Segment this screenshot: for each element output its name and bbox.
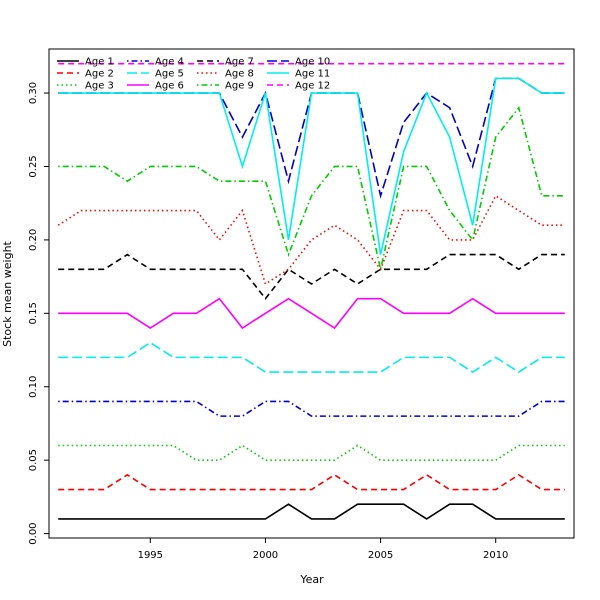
y-axis: 0.00 0.05 0.10 0.15 0.20 0.25 0.30	[28, 82, 49, 545]
series-line-age-2	[58, 473, 565, 491]
x-tick-label: 2000	[253, 550, 278, 561]
x-tick-label: 1995	[138, 550, 163, 561]
legend-entry-age-12: Age 12	[295, 81, 330, 92]
x-tick-label: 2010	[483, 550, 508, 561]
series-line-age-3	[58, 444, 565, 461]
y-tick-label: 0.30	[28, 82, 39, 104]
legend-entry-age-1: Age 1	[85, 57, 114, 68]
legend-entry-age-6: Age 6	[155, 81, 184, 92]
series-line-age-7	[58, 253, 565, 300]
legend-entry-age-5: Age 5	[155, 69, 184, 80]
series-line-age-1	[58, 503, 565, 520]
legend-entry-age-7: Age 7	[225, 57, 254, 68]
y-tick-label: 0.20	[28, 229, 39, 251]
series-layer	[57, 62, 565, 520]
legend-entry-age-3: Age 3	[85, 81, 114, 92]
series-line-age-4	[58, 400, 565, 417]
y-axis-label: Stock mean weight	[1, 240, 14, 346]
legend-entry-age-11: Age 11	[295, 69, 330, 80]
series-line-age-6	[58, 297, 565, 330]
series-line-age-11	[58, 77, 565, 255]
legend-entry-age-9: Age 9	[225, 81, 254, 92]
plot-frame	[48, 48, 575, 539]
y-tick-label: 0.00	[28, 522, 39, 544]
series-line-age-9	[58, 105, 565, 270]
legend-entry-age-4: Age 4	[155, 57, 184, 68]
series-line-age-5	[58, 341, 565, 374]
legend-entry-age-2: Age 2	[85, 69, 114, 80]
legend-entry-age-10: Age 10	[295, 57, 330, 68]
x-axis-label: Year	[299, 573, 324, 586]
series-line-age-8	[57, 194, 565, 286]
legend-entry-age-8: Age 8	[225, 69, 254, 80]
x-axis: 1995 2000 2005 2010	[138, 538, 508, 561]
y-tick-label: 0.25	[28, 155, 39, 177]
y-tick-label: 0.10	[28, 376, 39, 398]
y-tick-label: 0.05	[28, 449, 39, 471]
y-tick-label: 0.15	[28, 302, 39, 324]
x-tick-label: 2005	[368, 550, 393, 561]
